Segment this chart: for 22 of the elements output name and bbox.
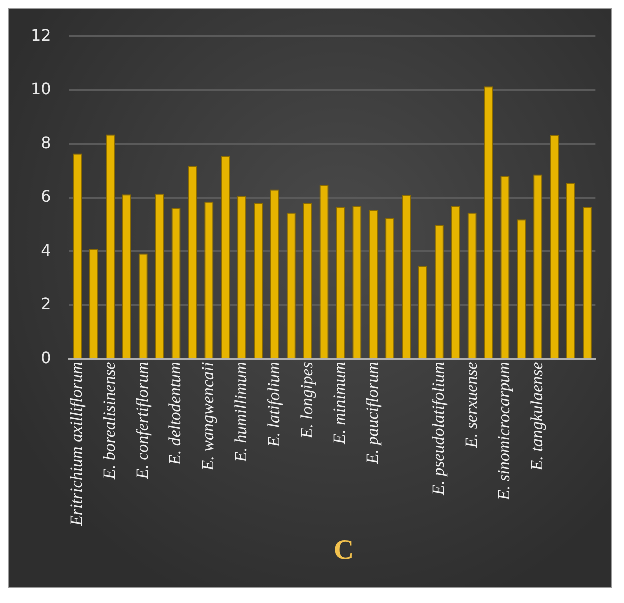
x-tick-label: E. sinomicrocarpum [494, 362, 514, 502]
y-tick-label: 4 [41, 240, 52, 260]
y-tick-label: 6 [41, 187, 52, 206]
x-tick-label: E. pseudolatifolium [428, 362, 448, 496]
y-tick-label: 0 [41, 348, 52, 368]
text: C [332, 534, 356, 568]
x-tick-label: E. pauciflorum [363, 362, 382, 466]
x-tick-label: E. humillimum [232, 362, 251, 464]
y-tick-label: 12 [31, 26, 52, 45]
x-tick-label: E. serxuense [462, 362, 481, 450]
x-tick-label: E. confertiflorum [132, 362, 152, 480]
x-tick-label: E. longipes [297, 362, 316, 440]
x-tick-label: E. tangkulaense [528, 362, 547, 472]
y-tick-label: 2 [41, 294, 52, 314]
x-tick-label: Eritrichium axilliflorum [67, 362, 86, 527]
x-tick-label: E. minimum [330, 362, 350, 446]
x-tick-label: E. borealisinense [100, 362, 119, 481]
x-tick-label: E. deltodentum [166, 362, 185, 466]
y-tick-label: 8 [41, 133, 52, 152]
y-tick-label: 10 [31, 80, 52, 99]
x-tick-label: E. wangwencaii [198, 362, 218, 472]
x-tick-label: E. latifolium [264, 362, 284, 448]
